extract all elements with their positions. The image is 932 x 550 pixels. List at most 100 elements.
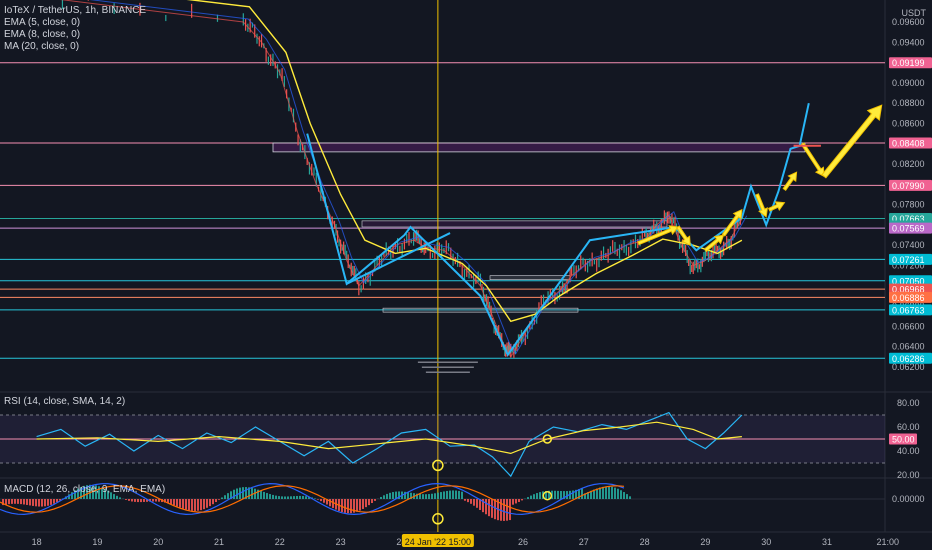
price-badge xyxy=(889,222,932,234)
macd-bar xyxy=(482,499,484,513)
macd-bar xyxy=(431,493,433,499)
price-badge-label: 0.07261 xyxy=(892,255,925,265)
macd-bar xyxy=(206,499,208,508)
macd-bar xyxy=(521,499,523,501)
macd-bar xyxy=(143,499,145,502)
macd-bar xyxy=(575,489,577,499)
macd-bar xyxy=(23,499,25,505)
ema8-label[interactable]: EMA (8, close, 0) xyxy=(4,29,81,40)
macd-bar xyxy=(587,492,589,499)
crosshair-date-label: 24 Jan '22 15:00 xyxy=(405,537,471,547)
macd-bar xyxy=(509,499,511,521)
resistance-zone xyxy=(272,142,806,153)
macd-bar xyxy=(41,499,43,507)
macd-bar xyxy=(26,499,28,505)
rsi-tick-label: 20.00 xyxy=(897,470,920,480)
macd-bar xyxy=(197,499,199,511)
macd-bar xyxy=(134,499,136,502)
forecast-arrow xyxy=(782,171,798,191)
macd-bar xyxy=(56,499,58,503)
macd-bar xyxy=(347,499,349,514)
macd-bar xyxy=(317,499,319,500)
macd-bar xyxy=(614,487,616,499)
price-badge-label: 0.06763 xyxy=(892,305,925,315)
macd-bar xyxy=(512,499,514,505)
macd-bar xyxy=(212,499,214,505)
price-tick-label: 0.08600 xyxy=(892,118,925,128)
macd-bar xyxy=(254,488,256,499)
forecast-arrow xyxy=(821,104,883,179)
macd-bar xyxy=(572,490,574,499)
macd-bar xyxy=(407,492,409,499)
price-tick-label: 0.06200 xyxy=(892,362,925,372)
support-box xyxy=(382,307,579,313)
macd-bar xyxy=(224,495,226,499)
macd-bar xyxy=(20,499,22,505)
price-badge-label: 0.06286 xyxy=(892,354,925,364)
price-badge xyxy=(889,283,932,295)
ma20-label[interactable]: MA (20, close, 0) xyxy=(4,41,80,52)
ema5-label[interactable]: EMA (5, close, 0) xyxy=(4,17,81,28)
macd-bar xyxy=(419,494,421,499)
macd-bar xyxy=(101,487,103,499)
macd-bar xyxy=(281,496,283,499)
macd-bar xyxy=(104,488,106,499)
macd-bar xyxy=(209,499,211,507)
macd-bar xyxy=(128,499,130,501)
forecast-arrow xyxy=(767,201,786,212)
macd-bar xyxy=(215,499,217,503)
macd-bar xyxy=(269,494,271,499)
macd-bar xyxy=(563,491,565,499)
macd-bar xyxy=(5,499,7,505)
macd-bar xyxy=(74,490,76,499)
macd-bar xyxy=(605,486,607,499)
rsi-bottom-marker xyxy=(432,459,444,472)
macd-bar xyxy=(602,486,604,499)
time-tick-label: 23 xyxy=(336,537,346,547)
macd-bar xyxy=(125,499,127,500)
price-tick-label: 0.09600 xyxy=(892,17,925,27)
macd-bar xyxy=(470,499,472,504)
macd-bar xyxy=(263,491,265,499)
macd-bar xyxy=(326,499,328,505)
macd-bar xyxy=(623,492,625,499)
macd-bar xyxy=(545,490,547,499)
macd-bar xyxy=(50,499,52,505)
rsi-tick-label: 40.00 xyxy=(897,446,920,456)
macd-bar xyxy=(80,487,82,499)
macd-bar xyxy=(155,499,157,502)
time-tick-label: 22 xyxy=(275,537,285,547)
macd-bar xyxy=(140,499,142,503)
forecast-arrow xyxy=(703,234,725,253)
macd-bar xyxy=(146,499,148,502)
rsi-pane-title[interactable]: RSI (14, close, SMA, 14, 2) xyxy=(4,396,126,407)
macd-bar xyxy=(479,499,481,510)
macd-bar xyxy=(416,493,418,499)
price-badge-label: 0.07990 xyxy=(892,181,925,191)
macd-bar xyxy=(233,489,235,499)
price-tick-label: 0.09400 xyxy=(892,37,925,47)
macd-bar xyxy=(236,488,238,499)
forecast-arrow xyxy=(637,225,679,246)
macd-bar xyxy=(284,496,286,499)
macd-bar xyxy=(251,487,253,499)
macd-pane-title[interactable]: MACD (12, 26, close, 9, EMA, EMA) xyxy=(4,484,166,495)
rsi-badge xyxy=(889,433,917,445)
macd-bar xyxy=(185,499,187,510)
candles-group xyxy=(61,0,741,358)
macd-bar xyxy=(194,499,196,511)
macd-bar xyxy=(494,499,496,520)
macd-bar xyxy=(629,496,631,499)
macd-bar xyxy=(593,489,595,499)
time-tick-label: 24 xyxy=(396,537,406,547)
price-tick-label: 0.09000 xyxy=(892,78,925,88)
macd-bar xyxy=(620,490,622,499)
macd-bar xyxy=(506,499,508,521)
macd-bar xyxy=(395,491,397,499)
pattern-zigzag xyxy=(306,102,810,357)
macd-bar xyxy=(386,493,388,499)
macd-bar xyxy=(170,499,172,505)
price-badge-label: 0.08408 xyxy=(892,138,925,148)
